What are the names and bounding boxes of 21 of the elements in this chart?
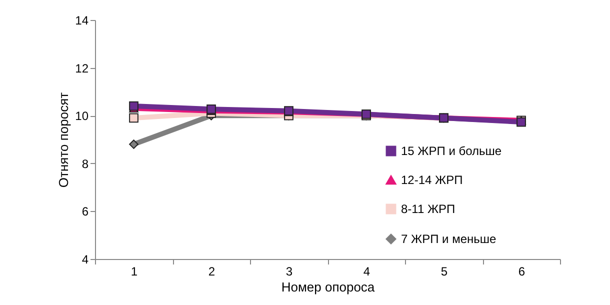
x-axis-title: Номер опороса [281,280,376,294]
y-tick-label: 8 [82,156,89,171]
legend-label: 8-11 ЖРП [401,202,456,216]
y-tick-label: 10 [75,109,89,124]
legend-label: 12-14 ЖРП [401,173,463,187]
legend-label: 15 ЖРП и больше [401,144,502,158]
x-tick-label: 3 [286,264,293,278]
y-tick-label: 14 [75,14,89,28]
x-tick-label: 1 [130,264,138,278]
point [129,113,138,123]
y-tick-label: 12 [75,61,89,76]
point [129,101,138,111]
y-tick-label: 4 [82,252,89,266]
legend-label: 7 ЖРП и меньше [401,232,497,246]
x-tick-label: 4 [363,264,370,278]
y-tick-label: 6 [82,204,89,219]
point [129,140,138,149]
x-tick-label: 2 [208,264,216,278]
x-tick-label: 5 [440,264,448,278]
y-axis-title: Отнято поросят [56,92,72,188]
x-tick-label: 6 [518,264,526,278]
